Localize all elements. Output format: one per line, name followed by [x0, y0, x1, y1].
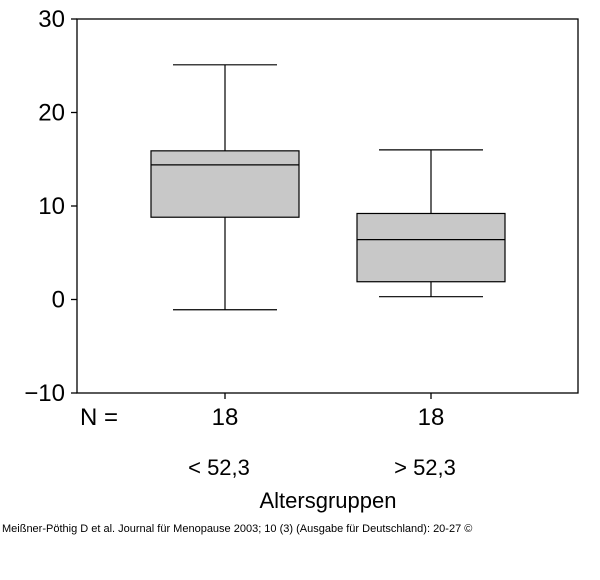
box-2	[356, 149, 506, 298]
box-iqr	[356, 212, 506, 283]
n-value: 18	[212, 404, 239, 431]
boxes-group	[150, 64, 506, 311]
n-value: 18	[418, 404, 445, 431]
y-axis: 30 20 10 0 −10	[24, 6, 77, 407]
y-tick-label: −10	[24, 380, 65, 407]
y-tick-label: 30	[38, 6, 65, 33]
x-axis-title: Altersgruppen	[260, 488, 397, 513]
x-axis-labels: N = Altersgruppen 18 < 52,3 18 > 52,3	[80, 393, 456, 513]
citation-text: Meißner-Pöthig D et al. Journal für Meno…	[2, 523, 473, 535]
boxplot-chart: 30 20 10 0 −10 N = Altersgruppen 18 < 52,3 18 >…	[24, 6, 579, 513]
box-1	[150, 64, 300, 311]
y-tick-label: 20	[38, 100, 65, 127]
category-label: < 52,3	[188, 455, 250, 480]
n-label: N =	[80, 404, 118, 431]
box-iqr	[150, 150, 300, 218]
y-tick-label: 0	[52, 287, 65, 314]
y-tick-label: 10	[38, 193, 65, 220]
category-label: > 52,3	[394, 455, 456, 480]
